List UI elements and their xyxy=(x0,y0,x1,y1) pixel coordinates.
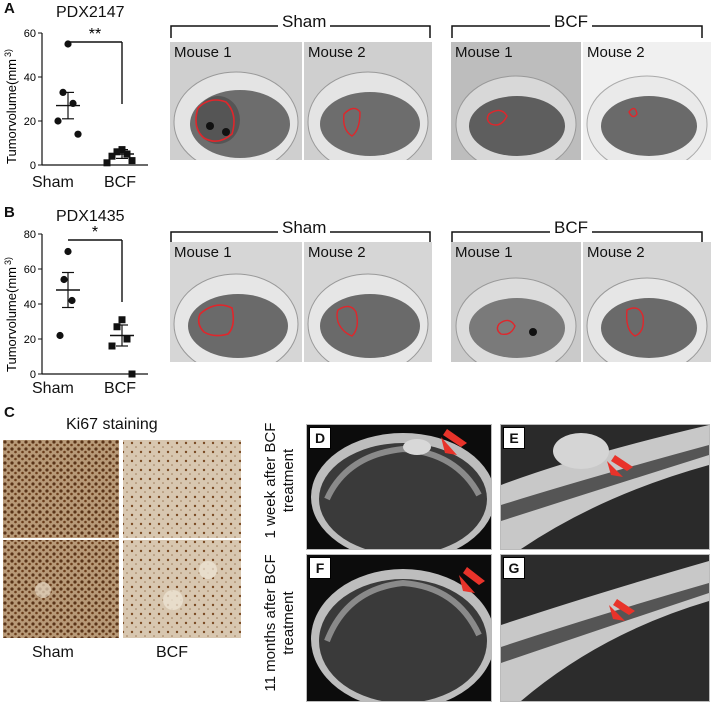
chart-b-ylabel: Tumorvolume(mm3) xyxy=(3,257,19,372)
data-point xyxy=(108,342,116,350)
data-point xyxy=(56,331,64,340)
panel-a-group-brackets xyxy=(170,25,703,38)
mri-f: F xyxy=(306,554,492,702)
y-tick-label: 60 xyxy=(24,264,36,276)
ihc-sham-top xyxy=(3,440,119,538)
chart-b-title: PDX1435 xyxy=(56,208,125,225)
panel-letter-d: D xyxy=(309,427,331,449)
y-tick-label: 0 xyxy=(30,369,36,381)
ihc-label-sham: Sham xyxy=(32,644,74,661)
data-point xyxy=(128,370,136,378)
ihc-bcf-bottom xyxy=(123,540,241,638)
y-tick-label: 20 xyxy=(24,116,36,128)
data-point xyxy=(60,275,68,284)
mri-b-label-2: Mouse 2 xyxy=(308,244,366,261)
y-tick-label: 80 xyxy=(24,229,36,241)
mri-e: E xyxy=(500,424,710,550)
row1-label: 1 week after BCF treatment xyxy=(262,422,297,539)
data-point xyxy=(68,296,76,305)
panel-a-group-bcf: BCF xyxy=(550,12,592,32)
data-point xyxy=(113,323,121,331)
chart-a-ylabel: Tumorvolume(mm3) xyxy=(3,49,19,164)
panel-letter-a: A xyxy=(4,0,15,17)
chart-b: Tumorvolume(mm3) 80 60 40 20 0 * xyxy=(3,224,148,381)
chart-a-xtick-sham: Sham xyxy=(32,174,74,191)
mri-a-bcf-mouse2: Mouse 2 xyxy=(583,42,711,160)
data-point xyxy=(103,159,111,167)
ihc-image-grid xyxy=(3,440,241,638)
chart-a-xtick-bcf: BCF xyxy=(104,174,136,191)
ihc-bcf-top xyxy=(123,440,241,538)
y-tick-label: 40 xyxy=(24,299,36,311)
panel-letter-b: B xyxy=(4,204,15,221)
chart-b-xtick-bcf: BCF xyxy=(104,380,136,397)
panel-b-group-bcf: BCF xyxy=(550,218,592,238)
mri-a-sham-mouse1: Mouse 1 xyxy=(170,42,302,160)
row2-label: 11 months after BCF treatment xyxy=(262,554,297,692)
mri-b-label-4: Mouse 2 xyxy=(587,244,645,261)
ihc-sham-bottom xyxy=(3,540,119,638)
mri-a-bcf-mouse1: Mouse 1 xyxy=(451,42,581,160)
chart-b-xtick-sham: Sham xyxy=(32,380,74,397)
y-tick-label: 20 xyxy=(24,334,36,346)
mri-a-sham-mouse2: Mouse 2 xyxy=(304,42,432,160)
data-point xyxy=(64,247,72,256)
panel-b-group-sham: Sham xyxy=(278,218,331,238)
data-point xyxy=(74,130,82,138)
y-tick-label: 60 xyxy=(24,28,36,40)
panel-a-group-sham: Sham xyxy=(278,12,331,32)
data-point xyxy=(123,335,131,343)
significance-label: ** xyxy=(89,26,101,43)
panel-letter-c: C xyxy=(4,404,15,421)
data-point xyxy=(113,148,121,156)
panel-letter-e: E xyxy=(503,427,525,449)
data-point xyxy=(108,152,116,160)
data-point xyxy=(54,117,62,125)
mri-b-sham-mouse2: Mouse 2 xyxy=(304,242,432,362)
mri-a-label-4: Mouse 2 xyxy=(587,44,645,61)
mri-b-bcf-mouse1: Mouse 1 xyxy=(451,242,581,362)
y-tick-label: 0 xyxy=(30,160,36,172)
panel-letter-f: F xyxy=(309,557,331,579)
mri-a-label-1: Mouse 1 xyxy=(174,44,232,61)
mri-b-sham-mouse1: Mouse 1 xyxy=(170,242,302,362)
panel-letter-g: G xyxy=(503,557,525,579)
mri-a-label-2: Mouse 2 xyxy=(308,44,366,61)
mri-d: D xyxy=(306,424,492,550)
ihc-label-bcf: BCF xyxy=(156,644,188,661)
ihc-title: Ki67 staining xyxy=(66,416,158,433)
data-point xyxy=(118,316,126,324)
mri-b-label-3: Mouse 1 xyxy=(455,244,513,261)
mri-a-label-3: Mouse 1 xyxy=(455,44,513,61)
data-point xyxy=(128,157,136,165)
chart-a-title: PDX2147 xyxy=(56,4,125,21)
chart-a: Tumorvolume(mm3) 60 40 20 0 ** xyxy=(3,26,148,172)
mri-g: G xyxy=(500,554,710,702)
mri-b-bcf-mouse2: Mouse 2 xyxy=(583,242,711,362)
y-tick-label: 40 xyxy=(24,72,36,84)
significance-label: * xyxy=(92,224,98,241)
mri-b-label-1: Mouse 1 xyxy=(174,244,232,261)
